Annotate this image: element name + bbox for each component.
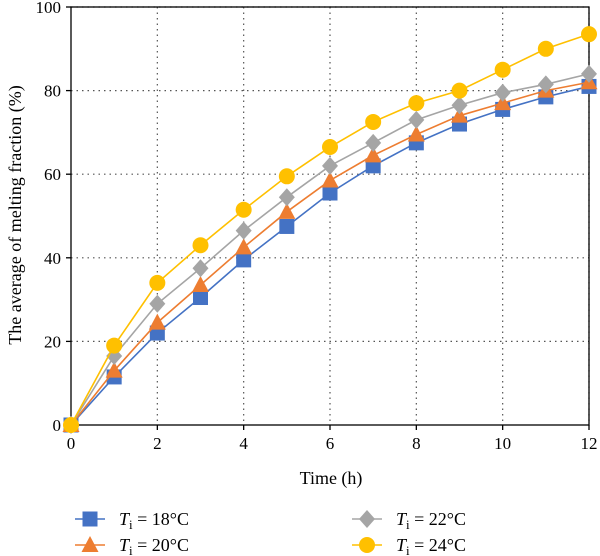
data-point <box>451 106 468 123</box>
y-tick-label: 0 <box>53 416 62 435</box>
y-tick-label: 40 <box>44 249 61 268</box>
data-point <box>279 218 295 234</box>
data-point <box>322 139 338 156</box>
data-point <box>63 417 79 433</box>
legend-item: Ti = 22°C <box>352 509 466 532</box>
data-point <box>451 96 468 115</box>
legend-label: Ti = 20°C <box>119 535 189 556</box>
legend-item: Ti = 24°C <box>352 535 466 556</box>
data-point <box>105 361 123 378</box>
data-point <box>148 313 166 330</box>
legend-label: Ti = 18°C <box>119 509 189 532</box>
data-point <box>149 294 166 313</box>
x-tick-label: 8 <box>412 434 421 453</box>
data-point <box>408 110 425 129</box>
data-point <box>278 202 296 219</box>
tick-labels: 0 2 4 6 8 10 12 0 20 40 60 80 100 <box>36 0 598 453</box>
data-point <box>235 201 252 218</box>
data-point <box>321 171 339 188</box>
data-point <box>407 125 425 142</box>
data-point <box>537 40 554 57</box>
x-tick-label: 12 <box>581 434 598 453</box>
data-point <box>494 83 511 102</box>
series-line <box>70 33 590 426</box>
legend-marker <box>359 510 375 528</box>
legend-marker <box>82 511 98 527</box>
data-point <box>322 185 338 201</box>
x-tick-label: 4 <box>239 434 248 453</box>
y-tick-label: 20 <box>44 332 61 351</box>
data-point <box>408 95 425 112</box>
data-point <box>193 290 208 306</box>
x-tick-label: 10 <box>494 434 511 453</box>
x-tick-label: 6 <box>326 434 335 453</box>
legend-item: Ti = 18°C <box>75 509 189 532</box>
data-point <box>192 259 209 278</box>
data-point <box>365 113 382 130</box>
x-axis-title: Time (h) <box>300 468 363 489</box>
data-point <box>494 61 511 78</box>
y-tick-label: 60 <box>44 165 61 184</box>
y-tick-label: 80 <box>44 82 61 101</box>
y-tick-label: 100 <box>36 0 62 17</box>
data-point <box>581 26 597 43</box>
data-point <box>278 188 295 207</box>
grid <box>71 6 590 425</box>
series-diamond <box>63 64 597 434</box>
data-point <box>235 221 252 240</box>
data-point <box>106 337 123 354</box>
series-layer <box>62 26 598 434</box>
series-circle <box>63 26 597 433</box>
legend-label: Ti = 24°C <box>396 535 466 556</box>
data-point <box>581 64 597 83</box>
legend: Ti = 18°C Ti = 20°C Ti = 22°C Ti = 24°C <box>75 509 466 556</box>
data-point <box>365 133 382 152</box>
data-point <box>537 75 554 94</box>
data-point <box>192 237 209 254</box>
data-point <box>235 238 253 255</box>
data-point <box>494 94 512 111</box>
data-point <box>451 82 468 99</box>
x-tick-label: 2 <box>153 434 162 453</box>
legend-item: Ti = 20°C <box>75 535 189 556</box>
legend-marker <box>81 536 99 552</box>
data-point <box>278 168 295 185</box>
x-tick-label: 0 <box>67 434 76 453</box>
data-point <box>149 274 166 291</box>
y-axis-title: The average of melting fraction (%) <box>5 85 26 344</box>
data-point <box>364 146 382 163</box>
data-point <box>236 252 252 268</box>
legend-marker <box>359 537 375 553</box>
data-point <box>322 156 338 175</box>
series-triangle <box>62 73 598 432</box>
legend-label: Ti = 22°C <box>396 509 466 532</box>
data-point <box>192 275 209 292</box>
